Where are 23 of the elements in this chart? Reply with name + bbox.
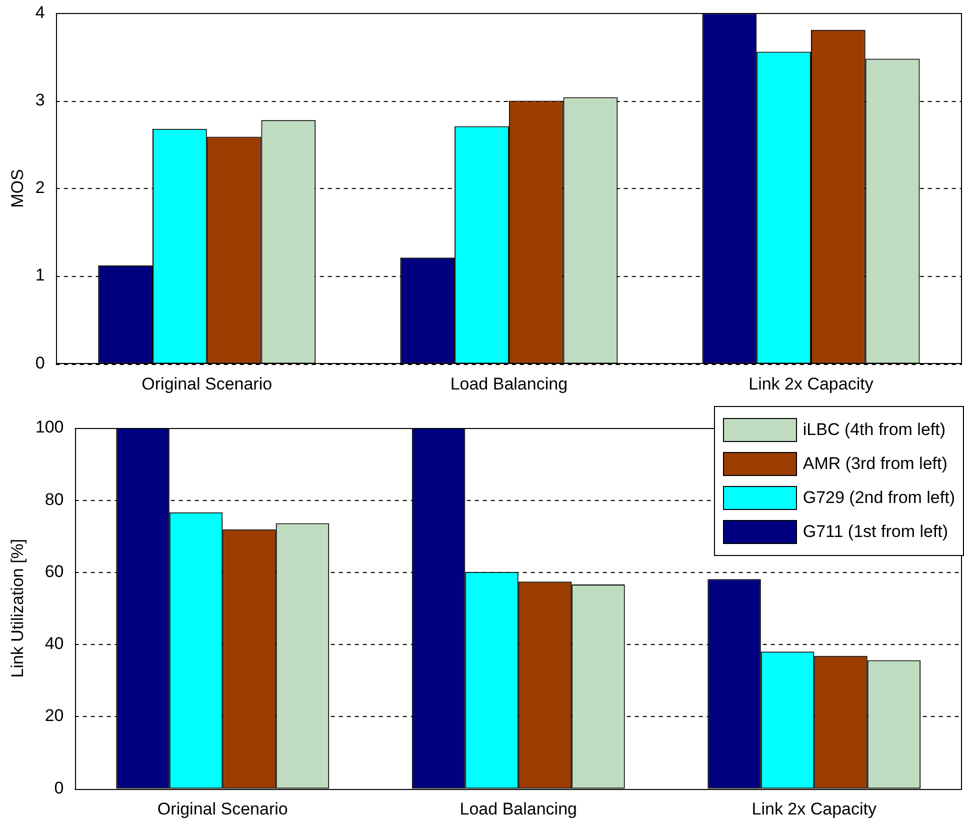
legend-label: G729 (2nd from left) [802, 488, 955, 508]
y-tick-label: 0 [54, 778, 64, 798]
y-axis-title: Link Utilization [%] [8, 538, 27, 678]
x-tick-label: Original Scenario [157, 799, 288, 818]
y-tick-label: 100 [35, 418, 64, 437]
x-tick-label: Link 2x Capacity [752, 799, 877, 818]
y-tick-label: 0 [35, 353, 45, 372]
x-tick-label: Original Scenario [142, 374, 272, 394]
y-tick-label: 2 [35, 178, 45, 198]
y-tick-label: 1 [35, 266, 45, 285]
legend-label: iLBC (4th from left) [802, 420, 946, 440]
x-tick-label: Load Balancing [460, 799, 577, 818]
y-tick-label: 20 [44, 706, 64, 726]
y-tick-label: 40 [44, 634, 64, 654]
y-tick-label: 80 [44, 490, 64, 509]
y-axis-title: MOS [8, 169, 27, 208]
y-tick-label: 3 [35, 90, 45, 110]
legend-label: AMR (3rd from left) [802, 454, 948, 474]
y-tick-label: 60 [44, 562, 64, 581]
legend-label: G711 (1st from left) [802, 522, 948, 542]
x-tick-label: Load Balancing [450, 374, 568, 394]
y-tick-label: 4 [35, 2, 45, 22]
x-tick-label: Link 2x Capacity [748, 374, 874, 394]
